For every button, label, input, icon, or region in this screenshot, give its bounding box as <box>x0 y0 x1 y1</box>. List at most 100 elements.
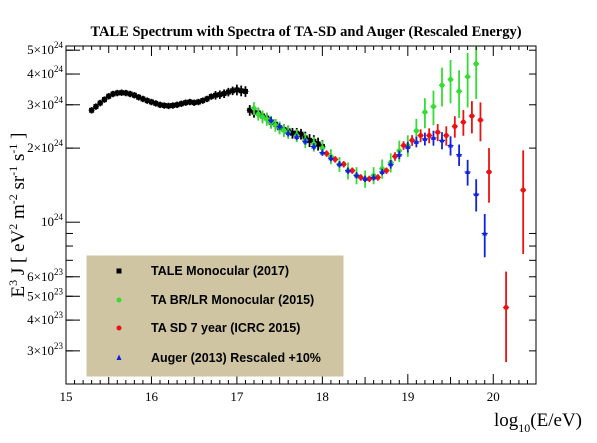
chart-title: TALE Spectrum with Spectra of TA-SD and … <box>90 24 521 40</box>
data-point <box>456 151 462 157</box>
data-point <box>285 129 291 136</box>
data-point <box>430 104 436 110</box>
y-tick-label: 3×1024 <box>27 95 63 112</box>
data-point <box>187 99 193 105</box>
data-point <box>341 161 347 167</box>
data-point <box>302 137 308 144</box>
data-point <box>170 102 176 108</box>
data-point <box>486 169 492 175</box>
data-point <box>396 151 402 157</box>
data-point <box>93 104 99 110</box>
x-tick-label: 15 <box>60 389 73 404</box>
data-point <box>319 145 325 151</box>
data-point <box>448 77 454 83</box>
y-tick-label: 3×1023 <box>27 341 63 358</box>
data-point <box>349 168 355 174</box>
data-point <box>272 122 278 128</box>
data-point <box>191 100 197 106</box>
data-point <box>153 100 159 106</box>
data-point <box>311 143 317 149</box>
data-point <box>298 131 304 137</box>
series-1 <box>251 46 480 188</box>
data-point <box>473 61 479 67</box>
data-point <box>452 123 458 129</box>
y-axis-title: E3 J [ eV2 m-2 sr-1 s-1 ] <box>6 133 29 298</box>
data-point <box>409 137 415 143</box>
data-point <box>208 94 214 100</box>
legend-label-0: TALE Monocular (2017) <box>151 264 289 278</box>
data-point <box>469 113 475 119</box>
data-point <box>247 107 253 113</box>
data-point <box>251 105 257 111</box>
y-tick-label: 5×1024 <box>27 40 63 57</box>
data-point <box>174 102 180 108</box>
data-point <box>435 129 441 135</box>
data-point <box>520 187 526 193</box>
data-point <box>148 99 154 105</box>
data-point <box>401 142 407 148</box>
data-point <box>119 90 125 96</box>
data-point <box>324 151 330 157</box>
y-tick-label: 5×1023 <box>27 286 63 303</box>
data-point <box>332 156 338 162</box>
data-point <box>101 97 107 103</box>
data-point <box>89 107 95 113</box>
data-point <box>140 96 146 102</box>
data-point <box>127 91 133 97</box>
data-point <box>358 174 364 180</box>
data-point <box>110 91 116 97</box>
data-point <box>268 116 274 123</box>
legend-entries: TALE Monocular (2017) TA BR/LR Monocular … <box>116 264 321 365</box>
legend-box <box>86 255 344 377</box>
data-point <box>354 171 360 178</box>
plot-frame <box>65 45 537 385</box>
data-point <box>439 136 445 143</box>
data-point <box>200 98 206 104</box>
y-tick-label: 4×1023 <box>27 310 63 327</box>
data-point <box>264 116 270 122</box>
data-point <box>136 94 142 100</box>
data-point <box>362 175 368 181</box>
data-point <box>473 190 479 197</box>
legend-marker-1 <box>116 297 122 303</box>
data-point <box>213 92 219 98</box>
legend-label-2: TA SD 7 year (ICRC 2015) <box>151 321 300 335</box>
y-tick-label: 4×1024 <box>27 64 63 81</box>
data-point <box>183 100 189 106</box>
legend-label-3: Auger (2013) Rescaled +10% <box>151 351 321 365</box>
data-point <box>230 88 236 94</box>
data-point <box>161 102 167 108</box>
y-tick-label: 6×1023 <box>27 267 63 284</box>
data-point <box>422 109 428 115</box>
data-point <box>255 111 261 117</box>
legend-marker-2 <box>116 325 122 331</box>
data-point <box>430 134 436 140</box>
y-tick-label: 2×1024 <box>27 138 63 155</box>
x-tick-label: 17 <box>230 389 244 404</box>
data-point <box>448 141 454 148</box>
data-point <box>217 92 223 98</box>
data-point <box>144 98 150 104</box>
data-point <box>123 90 129 96</box>
data-point <box>383 168 389 174</box>
data-point <box>106 93 112 99</box>
series-3 <box>268 116 488 258</box>
y-tick-label: 1024 <box>41 212 64 229</box>
data-point <box>131 92 137 98</box>
data-point <box>443 133 449 139</box>
data-point <box>392 153 398 159</box>
data-point <box>375 174 381 180</box>
data-point <box>277 122 283 129</box>
x-tick-label: 16 <box>145 389 159 404</box>
legend: TALE Monocular (2017) TA BR/LR Monocular … <box>86 255 344 377</box>
data-point <box>413 138 419 144</box>
data-point <box>97 100 103 106</box>
legend-marker-0 <box>116 268 122 274</box>
data-point <box>234 87 240 93</box>
data-point <box>328 154 334 161</box>
series-2 <box>323 101 527 363</box>
x-axis-title: log10(E/eV) <box>494 410 582 435</box>
x-tick-label: 19 <box>401 389 414 404</box>
data-point <box>482 229 488 236</box>
